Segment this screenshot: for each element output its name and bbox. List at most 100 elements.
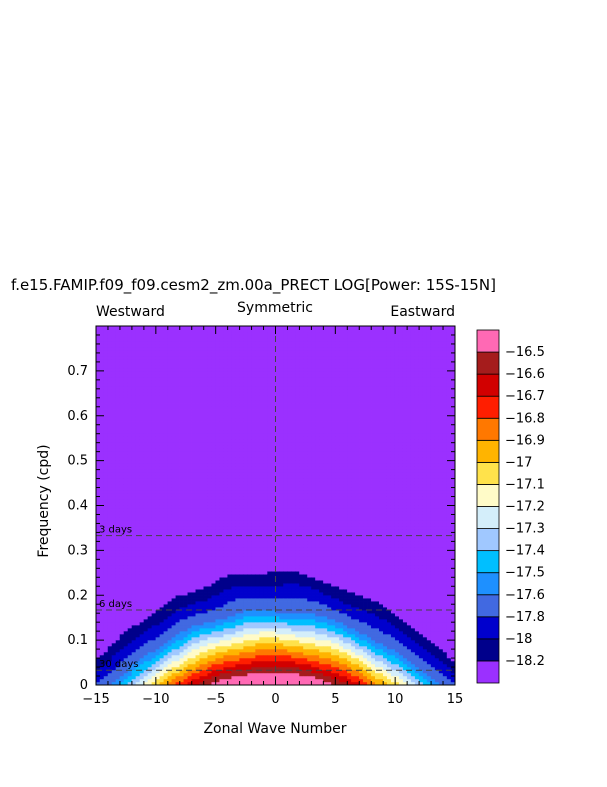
contour-cell [131, 633, 137, 638]
contour-cell [239, 397, 244, 401]
contour-cell [187, 430, 192, 434]
contour-cell [211, 571, 216, 575]
contour-cell [163, 601, 168, 605]
contour-cell [211, 592, 216, 596]
contour-cell [143, 355, 149, 360]
contour-cell [247, 556, 252, 560]
contour-cell [151, 418, 157, 422]
contour-cell [127, 645, 133, 650]
contour-cell [239, 535, 244, 539]
contour-cell [147, 595, 153, 599]
contour-cell [111, 604, 117, 608]
contour-cell [255, 607, 260, 611]
contour-cell [227, 511, 232, 515]
contour-cell [215, 349, 220, 354]
contour-cell [207, 627, 212, 632]
contour-cell [99, 343, 105, 348]
contour-cell [127, 598, 133, 602]
contour-cell [235, 663, 240, 668]
contour-cell [219, 621, 224, 626]
contour-cell [167, 475, 172, 479]
contour-cell [135, 481, 141, 485]
contour-cell [123, 511, 129, 515]
contour-cell [219, 475, 224, 479]
contour-cell [231, 517, 236, 521]
contour-cell [107, 388, 113, 393]
contour-cell [223, 436, 228, 440]
contour-cell [223, 376, 228, 381]
contour-cell [131, 601, 137, 605]
contour-cell [211, 630, 216, 635]
contour-cell [183, 388, 188, 393]
contour-cell [187, 648, 192, 653]
contour-cell [99, 409, 105, 413]
contour-cell [223, 412, 228, 416]
contour-cell [96, 397, 101, 401]
contour-cell [195, 508, 200, 512]
contour-cell [255, 493, 260, 497]
contour-cell [191, 666, 196, 671]
contour-cell [255, 490, 260, 494]
contour-cell [135, 681, 141, 685]
contour-cell [187, 547, 192, 551]
contour-cell [127, 535, 133, 539]
contour-cell [215, 559, 220, 563]
contour-cell [103, 379, 109, 384]
contour-cell [195, 633, 200, 638]
contour-cell [251, 544, 256, 548]
contour-cell [151, 645, 157, 650]
contour-cell [183, 517, 188, 521]
contour-cell [143, 436, 149, 440]
contour-cell [231, 613, 236, 617]
contour-cell [171, 621, 176, 626]
contour-cell [131, 394, 137, 398]
contour-cell [163, 454, 168, 458]
contour-cell [211, 538, 216, 542]
contour-cell [195, 648, 200, 653]
contour-cell [187, 475, 192, 479]
contour-cell [227, 346, 232, 351]
contour-cell [239, 538, 244, 542]
contour-cell [127, 574, 133, 578]
contour-cell [207, 352, 212, 357]
contour-cell [115, 607, 121, 611]
contour-cell [235, 604, 240, 608]
contour-cell [191, 397, 196, 401]
contour-cell [99, 624, 105, 629]
contour-cell [235, 457, 240, 461]
contour-cell [96, 630, 101, 635]
contour-cell [231, 601, 236, 605]
contour-cell [239, 352, 244, 357]
contour-cell [187, 550, 192, 554]
contour-cell [99, 532, 105, 536]
contour-cell [251, 595, 256, 599]
contour-cell [175, 469, 180, 473]
contour-cell [203, 493, 208, 497]
contour-cell [187, 639, 192, 644]
contour-cell [167, 466, 172, 470]
contour-cell [243, 657, 248, 662]
contour-cell [96, 553, 101, 557]
contour-cell [199, 475, 204, 479]
contour-cell [119, 484, 125, 488]
contour-cell [131, 346, 137, 351]
contour-cell [215, 589, 220, 593]
contour-cell [139, 499, 145, 503]
contour-cell [127, 589, 133, 593]
contour-cell [131, 523, 137, 527]
contour-cell [99, 499, 105, 503]
contour-cell [251, 624, 256, 629]
contour-cell [155, 397, 161, 401]
contour-cell [143, 484, 149, 488]
contour-cell [179, 463, 184, 467]
contour-cell [211, 577, 216, 581]
contour-cell [103, 451, 109, 455]
contour-cell [191, 663, 196, 668]
contour-cell [175, 326, 180, 330]
contour-cell [255, 445, 260, 449]
contour-cell [103, 391, 109, 396]
contour-cell [135, 442, 141, 446]
contour-cell [199, 556, 204, 560]
contour-cell [167, 352, 172, 357]
contour-cell [243, 430, 248, 434]
